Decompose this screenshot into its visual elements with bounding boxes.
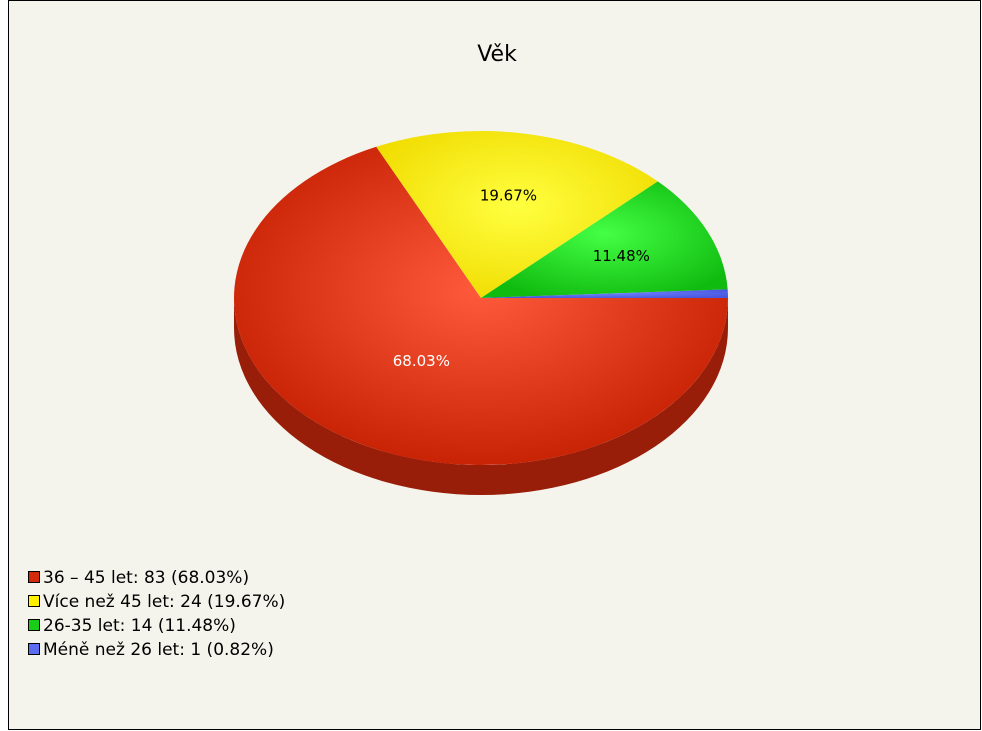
pie-slice-side	[234, 298, 728, 495]
pie-slice	[234, 146, 729, 465]
legend-label: Méně než 26 let: 1 (0.82%)	[43, 640, 274, 660]
legend-label: 36 – 45 let: 83 (68.03%)	[43, 568, 249, 588]
slice-label: 68.03%	[393, 352, 450, 370]
slice-label: 11.48%	[593, 247, 650, 265]
pie-slice	[481, 181, 728, 298]
legend-label: 26-35 let: 14 (11.48%)	[43, 616, 236, 636]
pie-slice	[376, 130, 658, 298]
pie-slice	[481, 289, 728, 298]
legend-swatch	[28, 643, 40, 655]
legend-label: Více než 45 let: 24 (19.67%)	[43, 592, 285, 612]
slice-label: 19.67%	[480, 187, 537, 205]
legend-swatch	[28, 619, 40, 631]
chart-title: Věk	[477, 42, 517, 67]
legend-swatch	[28, 571, 40, 583]
legend-swatch	[28, 595, 40, 607]
